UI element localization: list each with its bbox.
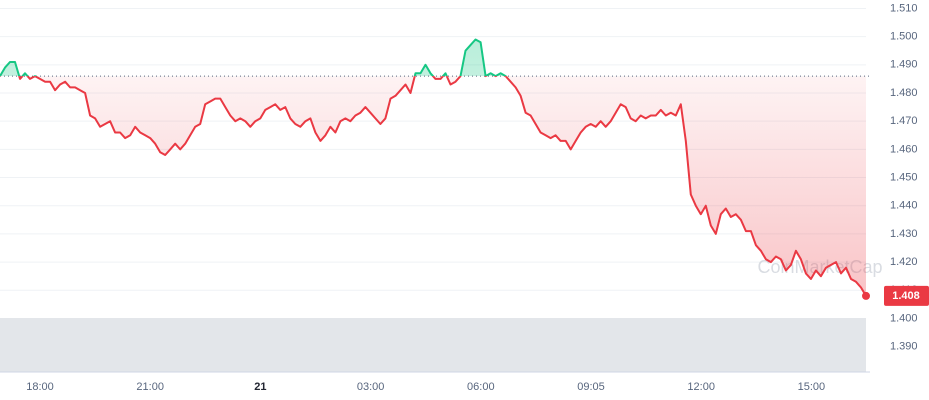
x-tick-label: 15:00 [798, 381, 826, 393]
y-tick-label: 1.470 [890, 115, 918, 127]
y-tick-label: 1.510 [890, 2, 918, 14]
volume-band [0, 318, 866, 372]
x-tick-label: 09:05 [577, 381, 605, 393]
x-tick-label: 21 [254, 381, 266, 393]
area-down [0, 76, 866, 296]
y-tick-label: 1.500 [890, 31, 918, 43]
y-tick-label: 1.440 [890, 200, 918, 212]
y-tick-label: 1.460 [890, 143, 918, 155]
y-tick-label: 1.390 [890, 341, 918, 353]
y-tick-label: 1.490 [890, 59, 918, 71]
y-tick-label: 1.480 [890, 87, 918, 99]
price-line-down [0, 76, 867, 297]
y-tick-label: 1.420 [890, 256, 918, 268]
x-tick-label: 21:00 [136, 381, 164, 393]
last-point [862, 291, 870, 300]
x-tick-label: 12:00 [687, 381, 715, 393]
x-tick-label: 06:00 [467, 381, 495, 393]
price-tag: 1.408 [892, 290, 920, 302]
y-tick-label: 1.400 [890, 312, 918, 324]
x-tick-label: 18:00 [26, 381, 54, 393]
price-tag-bg [884, 285, 929, 306]
y-tick-label: 1.450 [890, 171, 918, 183]
x-tick-label: 03:00 [357, 381, 385, 393]
y-tick-label: 1.430 [890, 228, 918, 240]
